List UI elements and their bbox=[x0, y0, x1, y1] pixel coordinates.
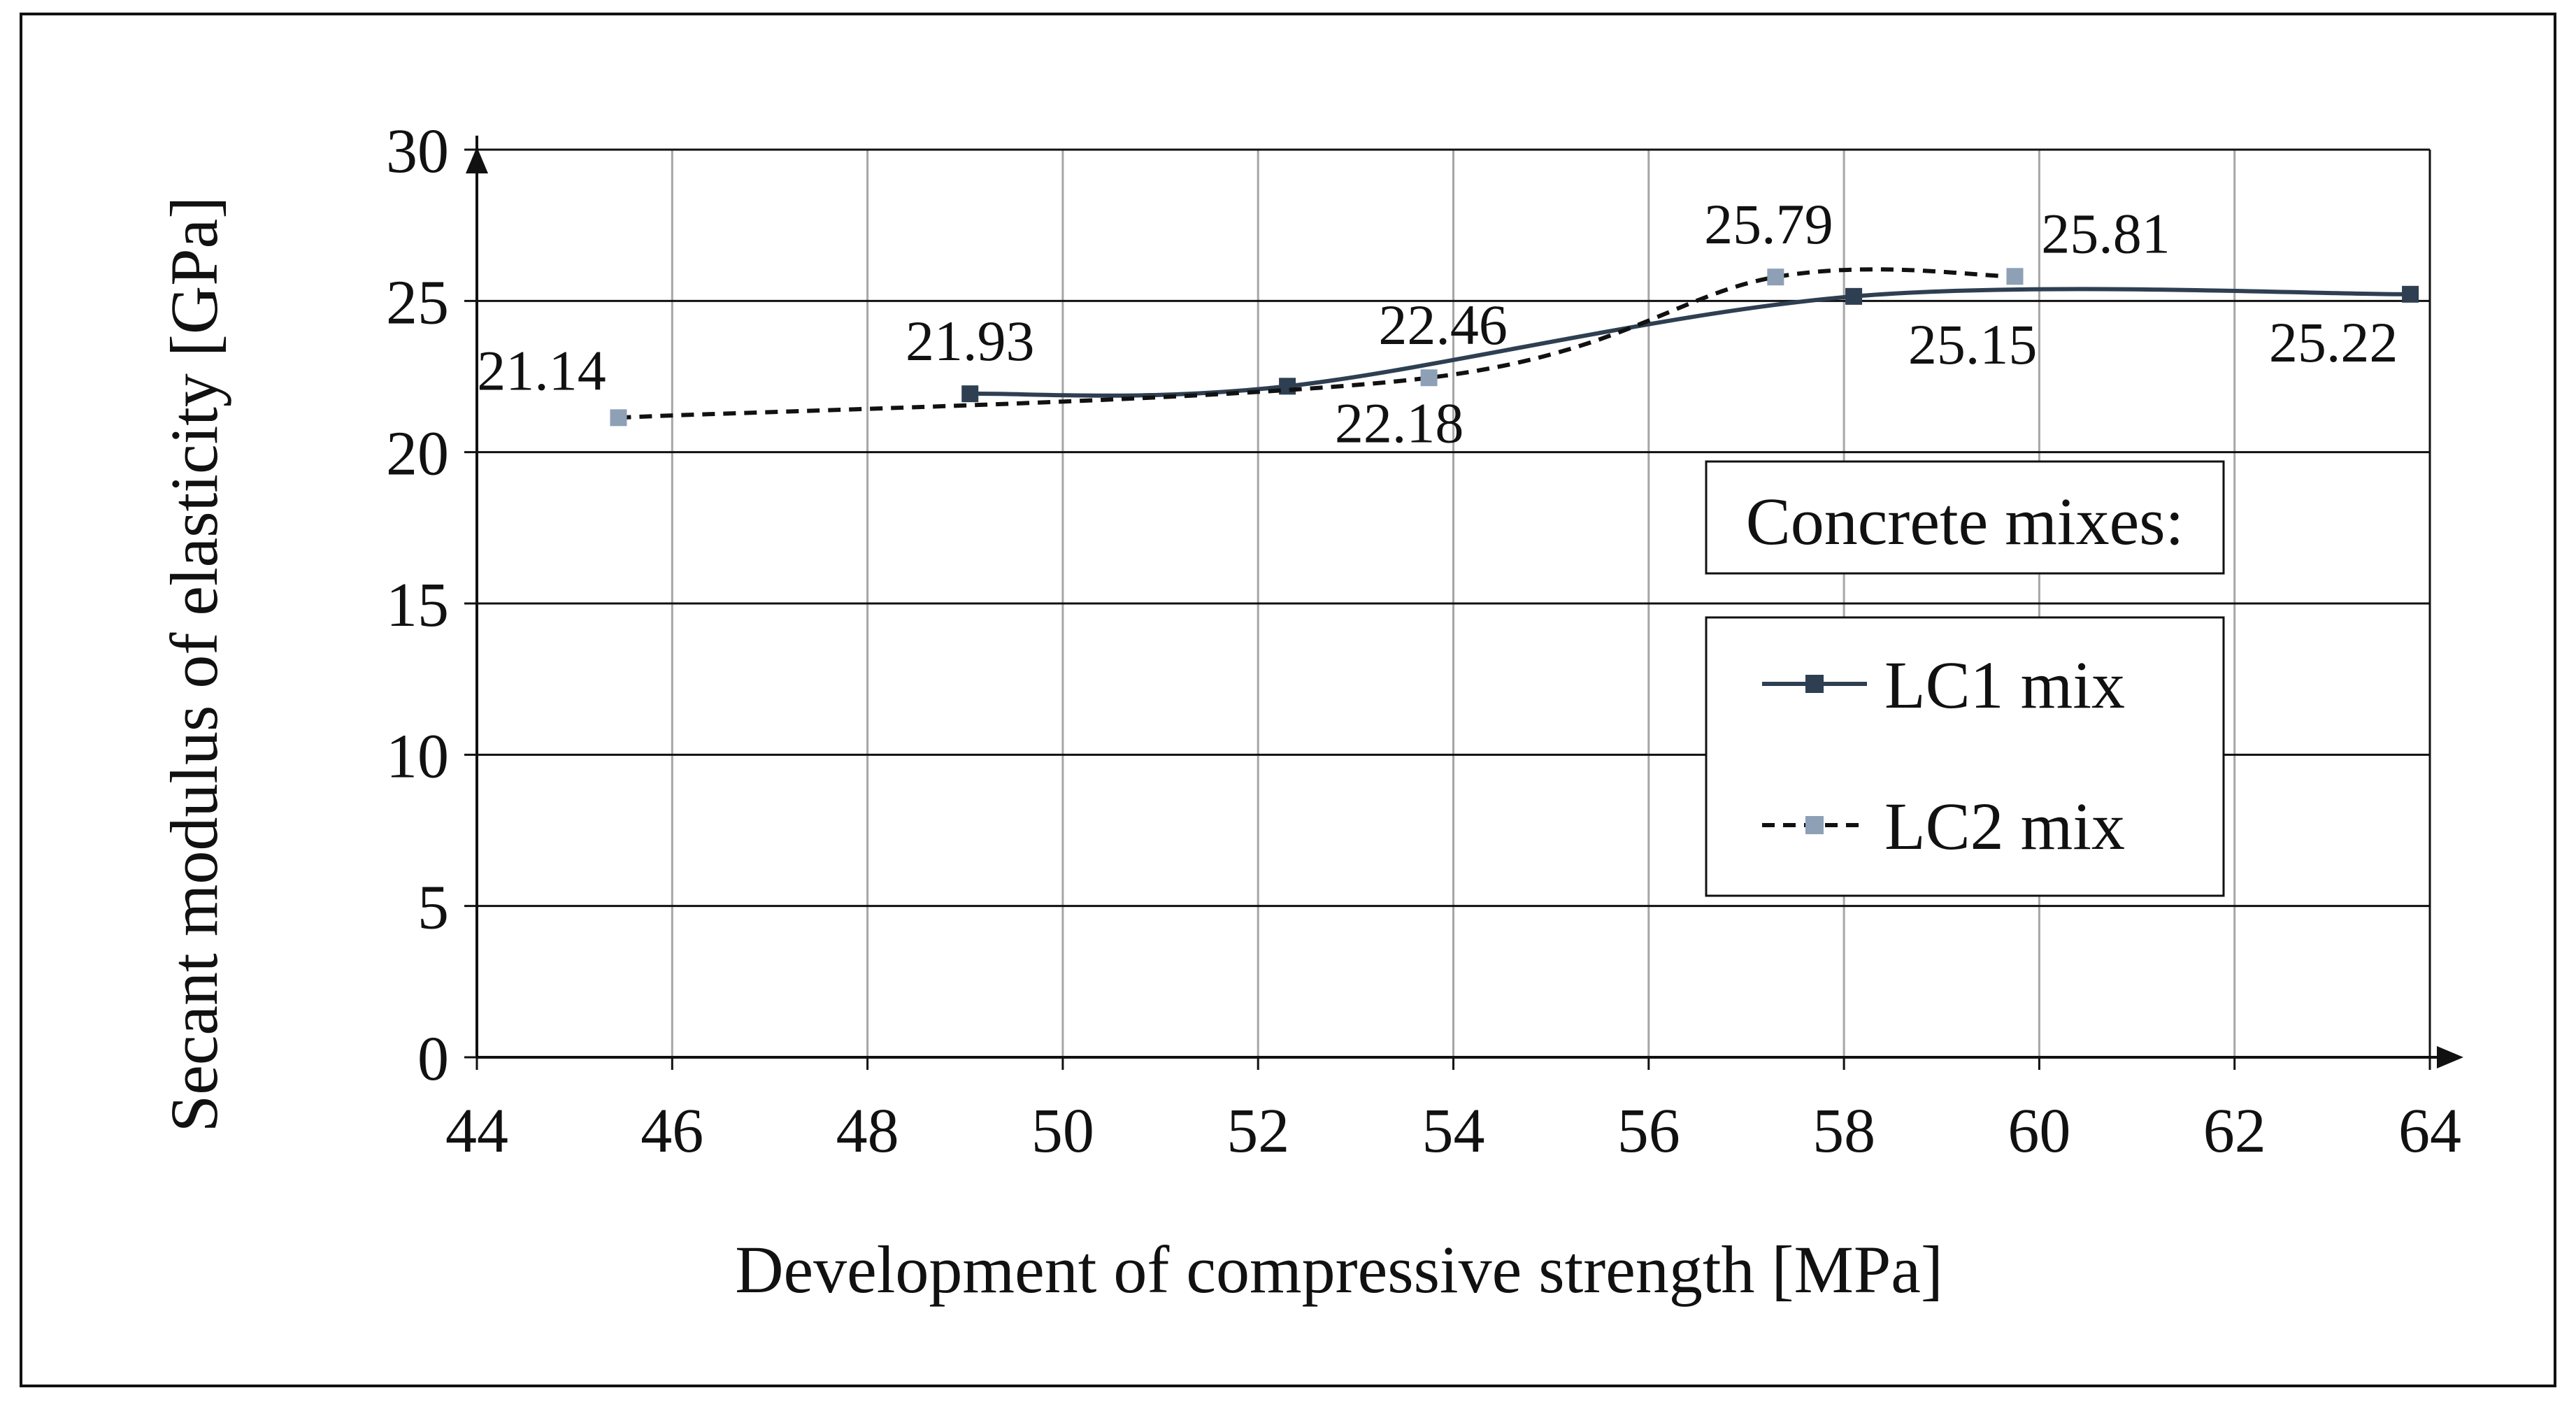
data-point-s1-1 bbox=[1279, 378, 1296, 395]
data-label-s1-2: 25.15 bbox=[1908, 313, 2038, 376]
legend: Concrete mixes: LC1 mix LC2 mix bbox=[1705, 460, 2225, 897]
x-tick-label-10: 64 bbox=[2398, 1096, 2461, 1166]
tick-labels: 44 46 48 50 52 54 56 58 60 62 64 0 5 10 15 20 25 30 bbox=[386, 117, 2461, 1166]
legend-box bbox=[1705, 616, 2225, 897]
data-point-s2-0 bbox=[610, 409, 627, 427]
data-label-s2-0: 21.14 bbox=[477, 338, 606, 402]
data-point-s2-2 bbox=[1767, 269, 1784, 286]
data-label-s1-3: 25.22 bbox=[2269, 310, 2398, 374]
axes bbox=[464, 136, 2463, 1070]
x-tick-label-2: 48 bbox=[836, 1096, 899, 1166]
legend-label-lc1: LC1 mix bbox=[1884, 648, 2125, 722]
data-point-s2-1 bbox=[1420, 369, 1438, 387]
y-tick-label-5: 25 bbox=[386, 268, 449, 337]
y-tick-label-4: 20 bbox=[386, 420, 449, 489]
y-axis-title: Secant modulus of elasticity [GPa] bbox=[157, 196, 231, 1132]
data-label-s1-1: 22.18 bbox=[1335, 391, 1464, 455]
data-point-s1-2 bbox=[1845, 287, 1863, 305]
legend-marker-lc2 bbox=[1805, 816, 1824, 834]
legend-title-box bbox=[1705, 460, 2225, 575]
x-tick-label-7: 58 bbox=[1812, 1096, 1875, 1166]
x-tick-label-9: 62 bbox=[2203, 1096, 2266, 1166]
y-tick-label-3: 15 bbox=[386, 571, 449, 640]
y-tick-label-1: 5 bbox=[417, 873, 449, 943]
series bbox=[610, 267, 2419, 427]
x-tick-label-0: 44 bbox=[445, 1096, 508, 1166]
x-axis-title: Development of compressive strength [MPa… bbox=[735, 1232, 1943, 1307]
data-labels: 21.93 22.18 25.15 25.22 21.14 22.46 25.79 25.81 bbox=[477, 192, 2398, 455]
y-axis-arrowhead bbox=[466, 147, 488, 173]
legend-label-lc2: LC2 mix bbox=[1884, 789, 2125, 864]
x-tick-label-3: 50 bbox=[1031, 1096, 1094, 1166]
legend-title: Concrete mixes: bbox=[1746, 484, 2184, 559]
y-tick-label-0: 0 bbox=[417, 1024, 449, 1094]
legend-marker-lc1 bbox=[1805, 675, 1824, 693]
data-label-s2-2: 25.79 bbox=[1704, 192, 1833, 256]
data-point-s2-3 bbox=[2006, 268, 2024, 285]
data-point-s1-0 bbox=[961, 385, 979, 403]
y-tick-label-6: 30 bbox=[386, 117, 449, 186]
data-point-s1-3 bbox=[2402, 285, 2419, 303]
x-axis-arrowhead bbox=[2437, 1046, 2463, 1068]
x-tick-label-1: 46 bbox=[641, 1096, 703, 1166]
x-tick-label-8: 60 bbox=[2008, 1096, 2070, 1166]
x-tick-label-6: 56 bbox=[1617, 1096, 1680, 1166]
x-tick-label-4: 52 bbox=[1226, 1096, 1289, 1166]
x-tick-label-5: 54 bbox=[1422, 1096, 1485, 1166]
series-line-2 bbox=[618, 267, 2015, 420]
data-label-s2-1: 22.46 bbox=[1378, 293, 1508, 357]
data-label-s2-3: 25.81 bbox=[2041, 201, 2170, 265]
data-label-s1-0: 21.93 bbox=[906, 309, 1035, 373]
y-tick-label-2: 10 bbox=[386, 722, 449, 791]
